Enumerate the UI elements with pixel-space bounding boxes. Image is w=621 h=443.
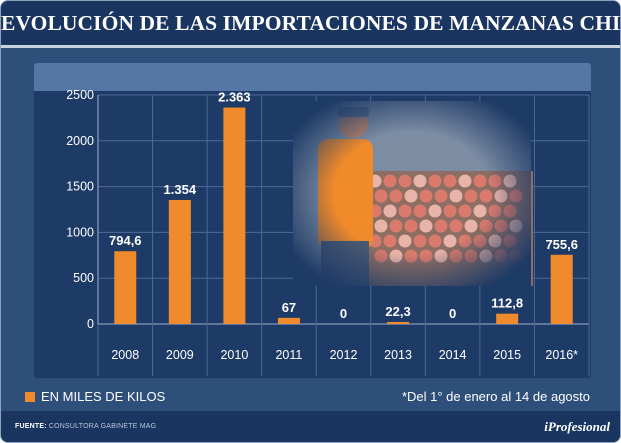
bar [114,251,137,324]
data-labels: 794,6 1.354 2.363 67 0 22,3 0 112,8 755,6 [109,90,578,321]
legend-label: EN MILES DE KILOS [41,389,166,404]
y-tick-label: 2000 [66,134,94,148]
orchard-worker-photo-icon [293,101,533,286]
source-label: FUENTE: [15,423,47,430]
title-divider [1,45,620,48]
x-tick-label: 2016* [545,348,578,362]
x-tick-label: 2014 [439,348,467,362]
footer-bar: FUENTE: CONSULTORA GABINETE MAG iProfesi… [1,411,620,442]
x-tick-label: 2012 [330,348,358,362]
bar [277,317,300,324]
data-label: 2.363 [218,90,251,105]
bar [550,254,573,324]
x-axis-ticks: 2008 2009 2010 2011 2012 2013 2014 2015 2016* [111,348,578,362]
data-label: 755,6 [545,237,578,252]
legend-swatch [25,391,35,402]
source-credit: FUENTE: CONSULTORA GABINETE MAG [15,423,156,430]
data-label: 1.354 [164,182,197,197]
chart-title: EVOLUCIÓN DE LAS IMPORTACIONES DE MANZAN… [1,1,620,45]
x-tick-label: 2009 [166,348,194,362]
bar [387,321,410,324]
y-tick-label: 0 [87,317,94,331]
brand-logo: iProfesional [544,419,610,434]
data-label: 0 [340,306,347,321]
photo-vignette [293,101,531,286]
x-tick-label: 2010 [220,348,248,362]
y-axis-ticks: 0 500 1000 1500 2000 2500 [66,88,94,331]
x-tick-label: 2008 [111,348,139,362]
bar [496,313,519,324]
source-value: CONSULTORA GABINETE MAG [48,423,157,430]
data-label: 67 [282,300,296,315]
bar [168,199,191,324]
bar-series [114,107,573,325]
data-label: 112,8 [491,296,523,311]
bar [223,107,246,325]
footnote: *Del 1° de enero al 14 de agosto [401,389,590,404]
y-tick-label: 1000 [66,225,94,239]
data-label: 0 [449,306,456,321]
x-tick-label: 2013 [384,348,412,362]
y-tick-label: 1500 [66,180,94,194]
data-label: 22,3 [385,304,410,319]
x-tick-label: 2011 [275,348,302,362]
x-tick-label: 2015 [493,348,521,362]
legend: EN MILES DE KILOS [25,389,165,404]
plot-header-band [34,63,591,91]
data-label: 794,6 [109,233,142,248]
y-tick-label: 2500 [66,88,94,102]
y-tick-label: 500 [73,271,94,285]
